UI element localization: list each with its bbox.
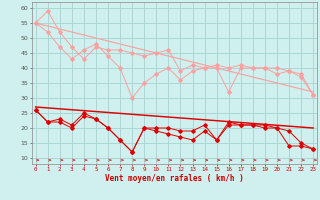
- X-axis label: Vent moyen/en rafales ( km/h ): Vent moyen/en rafales ( km/h ): [105, 174, 244, 183]
